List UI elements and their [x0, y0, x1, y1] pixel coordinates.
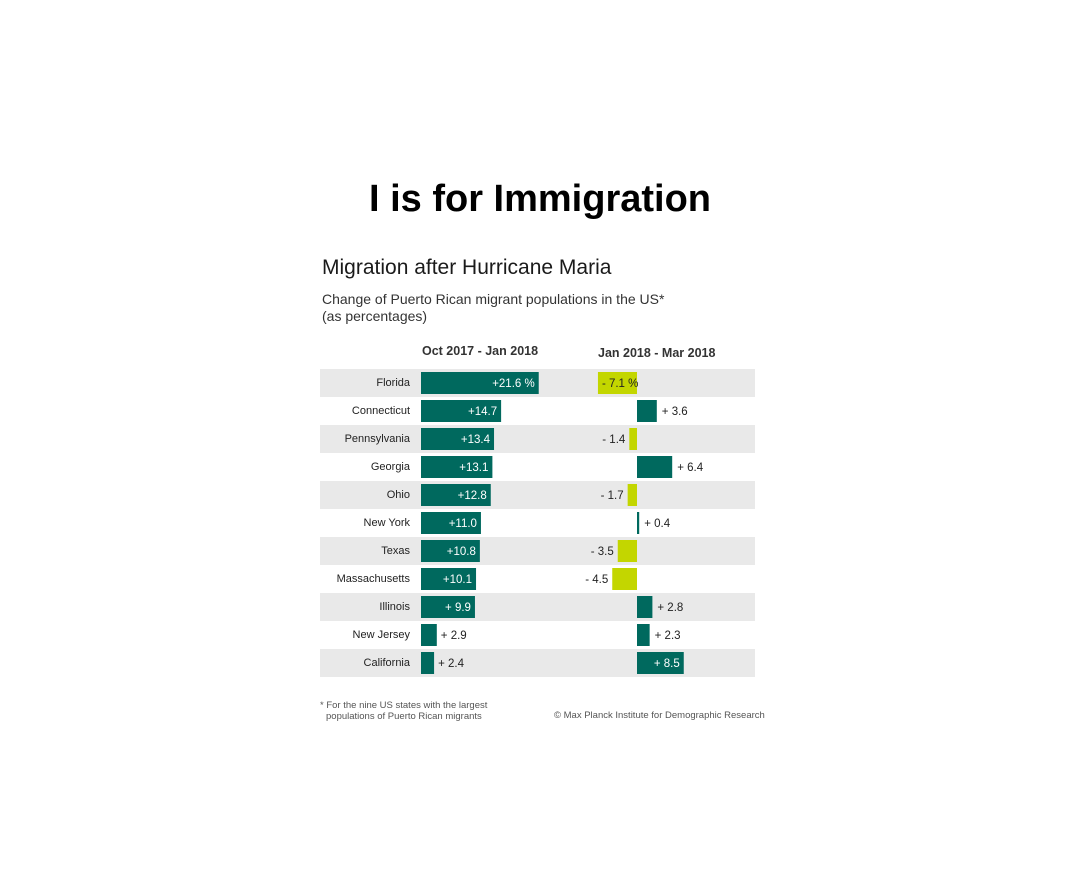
data-label-series-2: - 4.5 — [585, 574, 608, 586]
category-label: Georgia — [371, 461, 411, 473]
bar-series-2 — [637, 512, 640, 534]
data-label-series-1: +12.8 — [458, 490, 487, 502]
bar-series-1 — [421, 428, 495, 450]
data-label-series-2: - 7.1 % — [602, 378, 638, 390]
data-label-series-2: + 0.4 — [644, 518, 671, 530]
bar-series-1 — [421, 652, 435, 674]
credit: © Max Planck Institute for Demographic R… — [554, 710, 765, 721]
bar-series-1 — [421, 624, 437, 646]
data-label-series-2: - 1.7 — [601, 490, 624, 502]
category-label: Connecticut — [352, 405, 410, 417]
bar-series-2 — [637, 456, 673, 478]
bar-series-1 — [421, 568, 477, 590]
bar-series-2 — [637, 652, 684, 674]
data-label-series-2: - 1.4 — [602, 434, 626, 446]
bar-series-2 — [612, 568, 637, 590]
footnote: * For the nine US states with the larges… — [320, 700, 520, 722]
series-2-header: Jan 2018 - Mar 2018 — [598, 346, 716, 360]
bar-series-1 — [421, 372, 539, 394]
series-1-header: Oct 2017 - Jan 2018 — [422, 344, 539, 358]
category-label: Texas — [381, 545, 410, 557]
data-label-series-1: +13.1 — [459, 462, 488, 474]
data-label-series-2: + 2.8 — [657, 602, 683, 614]
footnote-line-2: populations of Puerto Rican migrants — [326, 711, 482, 722]
category-label: Ohio — [387, 489, 410, 501]
bar-series-1 — [421, 400, 502, 422]
bar-series-1 — [421, 512, 481, 534]
chart-subtitle-line-1: Change of Puerto Rican migrant populatio… — [322, 291, 665, 307]
bar-series-1 — [421, 596, 475, 618]
data-label-series-2: + 6.4 — [677, 462, 704, 474]
category-label: Florida — [376, 377, 411, 389]
bar-series-2 — [627, 484, 637, 506]
data-label-series-2: + 8.5 — [654, 658, 680, 670]
category-label: Illinois — [379, 601, 410, 613]
category-label: Pennsylvania — [345, 433, 411, 445]
category-label: New Jersey — [353, 629, 411, 641]
data-label-series-1: +13.4 — [461, 434, 491, 446]
data-label-series-2: - 3.5 — [591, 546, 614, 558]
data-label-series-1: +21.6 % — [492, 378, 535, 390]
category-label: New York — [364, 517, 411, 529]
category-label: California — [364, 657, 411, 669]
footnote-line-1: * For the nine US states with the larges… — [320, 700, 488, 711]
data-label-series-1: +14.7 — [468, 406, 497, 418]
data-label-series-1: + 2.9 — [441, 630, 467, 642]
data-label-series-1: +10.8 — [447, 546, 476, 558]
chart-title: Migration after Hurricane Maria — [322, 256, 612, 279]
bar-series-2 — [617, 540, 637, 562]
chart-subtitle-line-2: (as percentages) — [322, 308, 428, 324]
bar-series-2 — [629, 428, 637, 450]
chart-subtitle: Change of Puerto Rican migrant populatio… — [322, 291, 762, 325]
row-band — [320, 425, 755, 453]
data-label-series-1: +11.0 — [449, 518, 477, 530]
category-label: Massachusetts — [337, 573, 411, 585]
data-label-series-1: +10.1 — [443, 574, 472, 586]
row-band — [320, 537, 755, 565]
bar-series-1 — [421, 456, 493, 478]
bar-series-2 — [597, 372, 637, 394]
data-label-series-2: + 2.3 — [655, 630, 681, 642]
row-band — [320, 481, 755, 509]
bar-series-1 — [421, 540, 480, 562]
bar-series-2 — [637, 596, 653, 618]
data-label-series-1: + 9.9 — [445, 602, 471, 614]
data-label-series-2: + 3.6 — [662, 406, 688, 418]
bar-series-1 — [421, 484, 491, 506]
bar-series-2 — [637, 400, 657, 422]
page-title: I is for Immigration — [368, 178, 712, 220]
row-band — [320, 593, 755, 621]
bar-series-2 — [637, 624, 650, 646]
data-label-series-1: + 2.4 — [438, 658, 465, 670]
